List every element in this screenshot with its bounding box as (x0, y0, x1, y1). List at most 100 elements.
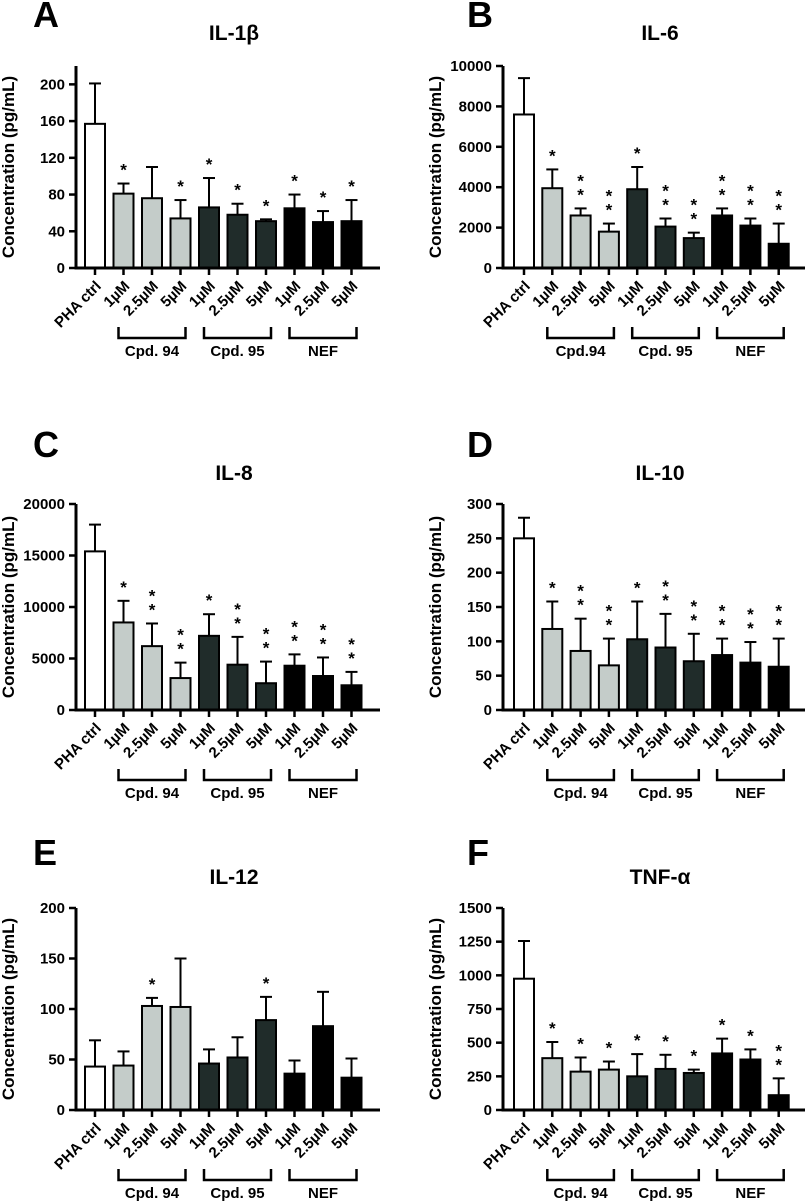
panel-F-chart: F TNF-α Concentration (pg/mL) 0 250 500 750 100… (426, 832, 805, 1202)
significance-star: * (320, 188, 327, 207)
group-bracket (117, 327, 187, 340)
significance-star: * (719, 185, 726, 204)
y-tick-label: 2000 (459, 220, 492, 237)
bar (312, 675, 334, 712)
significance-star: * (348, 649, 355, 668)
panel-B: B IL-6 Concentration (pg/mL) 0 2000 4000 6000 8… (405, 0, 810, 400)
significance-star: * (662, 591, 669, 610)
significance-star: * (320, 620, 327, 639)
y-tick-label: 300 (467, 496, 492, 513)
y-tick-label: 200 (40, 76, 65, 93)
significance-star: * (775, 201, 782, 220)
bar (198, 206, 220, 269)
x-tick-label: 5µM (756, 1120, 789, 1153)
x-tick-label: 5µM (671, 1120, 704, 1153)
chart-title: TNF-α (630, 866, 691, 889)
y-tick-label: 150 (40, 951, 65, 968)
bar (255, 220, 277, 270)
group-label: Cpd. 95 (638, 1185, 692, 1202)
significance-star: * (149, 600, 156, 619)
bar (112, 621, 135, 711)
x-tick-label: 5µM (157, 1120, 190, 1153)
y-tick-label: 5000 (32, 651, 65, 668)
y-tick-label: 200 (467, 565, 492, 582)
group-label: Cpd. 94 (125, 785, 180, 802)
bar (84, 1065, 106, 1112)
bar (112, 1064, 135, 1111)
x-tick-label: PHA ctrl (51, 720, 104, 773)
bar (767, 1094, 790, 1112)
group-label: Cpd. 94 (554, 785, 609, 802)
bar (283, 1072, 306, 1111)
bar (84, 122, 106, 269)
significance-star: * (634, 144, 641, 163)
significance-star: * (606, 187, 613, 206)
group-label: NEF (308, 785, 338, 802)
x-tick-label: 5µM (243, 278, 276, 311)
significance-star: * (577, 1034, 584, 1053)
significance-star: * (234, 181, 241, 200)
bar (513, 537, 535, 711)
y-tick-label: 120 (40, 150, 65, 167)
bar (739, 224, 762, 269)
significance-star: * (690, 196, 697, 215)
significance-star: * (206, 155, 213, 174)
y-tick-label: 750 (467, 1001, 492, 1018)
y-tick-label: 200 (40, 900, 65, 917)
y-tick-label: 1000 (459, 967, 492, 984)
x-tick-label: 5µM (671, 278, 704, 311)
bar (198, 634, 220, 711)
bar (169, 217, 192, 269)
x-tick-label: 5µM (157, 278, 190, 311)
bar (597, 1068, 620, 1112)
bar (597, 664, 620, 712)
significance-star: * (263, 974, 270, 993)
bar (569, 214, 592, 269)
y-tick-label: 6000 (459, 139, 492, 156)
x-tick-label: 5µM (328, 278, 361, 311)
significance-star: * (690, 611, 697, 630)
bar (569, 649, 592, 712)
group-bracket (288, 327, 358, 340)
x-tick-label: 5µM (756, 720, 789, 753)
significance-star: * (719, 616, 726, 635)
y-axis-label: Concentration (pg/mL) (0, 76, 18, 258)
y-tick-label: 250 (467, 1068, 492, 1085)
group-bracket (288, 1169, 358, 1182)
significance-star: * (747, 605, 754, 624)
x-tick-label: 5µM (756, 278, 789, 311)
significance-star: * (291, 617, 298, 636)
y-tick-label: 50 (475, 668, 492, 685)
significance-star: * (320, 634, 327, 653)
significance-star: * (120, 578, 127, 597)
x-tick-label: PHA ctrl (480, 1120, 533, 1173)
x-tick-label: PHA ctrl (51, 278, 104, 331)
chart-title: IL-6 (641, 22, 678, 45)
group-label: Cpd. 95 (638, 785, 692, 802)
group-label: Cpd. 94 (125, 1185, 180, 1202)
significance-star: * (206, 591, 213, 610)
significance-star: * (606, 602, 613, 621)
chart-title: IL-1β (209, 22, 259, 45)
y-tick-label: 0 (484, 260, 492, 277)
bar (198, 1062, 220, 1111)
bar (739, 1058, 762, 1111)
panel-letter: C (33, 424, 59, 465)
y-tick-label: 80 (48, 187, 65, 204)
group-bracket (546, 327, 616, 340)
group-bracket (630, 769, 701, 782)
bar (541, 627, 564, 711)
group-label: Cpd. 95 (210, 1185, 264, 1202)
bar (340, 220, 363, 270)
bar (654, 225, 677, 269)
significance-star: * (120, 161, 127, 180)
bar (226, 213, 249, 269)
group-label: NEF (735, 1185, 765, 1202)
bar (654, 1067, 677, 1111)
significance-star: * (577, 582, 584, 601)
bar (340, 684, 363, 711)
x-tick-label: PHA ctrl (480, 720, 533, 773)
y-tick-label: 0 (57, 1102, 65, 1119)
bar (626, 1075, 649, 1112)
